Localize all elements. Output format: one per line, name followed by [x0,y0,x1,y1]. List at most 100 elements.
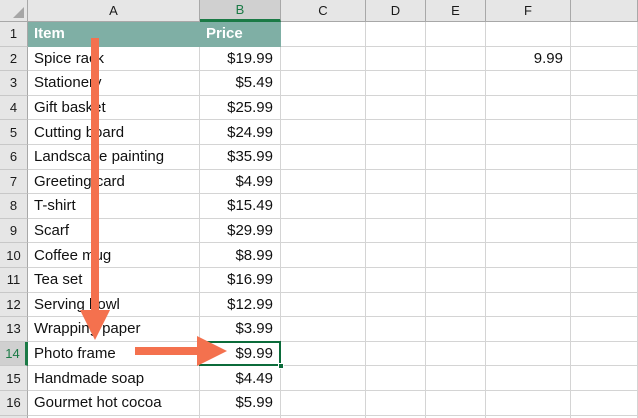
column-header-b[interactable]: B [200,0,281,22]
cell-f2[interactable]: 9.99 [486,46,571,72]
cell-e16[interactable] [426,390,486,416]
cell-b10[interactable]: $8.99 [200,243,281,268]
cell-e14[interactable] [426,341,486,367]
cell-d14[interactable] [366,341,426,367]
cell-g13[interactable] [571,317,638,342]
column-header-c[interactable]: C [281,0,366,22]
row-header-10[interactable]: 10 [0,243,28,268]
cell-d7[interactable] [366,169,426,195]
cell-f3[interactable] [486,71,571,96]
row-header-2[interactable]: 2 [0,46,28,72]
column-header-d[interactable]: D [366,0,426,22]
cell-b16[interactable]: $5.99 [200,390,281,416]
cell-d15[interactable] [366,366,426,391]
row-header-16[interactable]: 16 [0,390,28,416]
cell-f16[interactable] [486,390,571,416]
column-header-f[interactable]: F [486,0,571,22]
row-header-5[interactable]: 5 [0,120,28,145]
cell-c3[interactable] [281,71,366,96]
cell-c6[interactable] [281,144,366,170]
cell-d6[interactable] [366,144,426,170]
cell-b9[interactable]: $29.99 [200,218,281,244]
cell-a4[interactable]: Gift basket [28,95,200,121]
cell-a5[interactable]: Cutting board [28,120,200,145]
cell-f6[interactable] [486,144,571,170]
cell-b12[interactable]: $12.99 [200,292,281,318]
cell-a15[interactable]: Handmade soap [28,366,200,391]
cell-f8[interactable] [486,194,571,219]
cell-b2[interactable]: $19.99 [200,46,281,72]
cell-c13[interactable] [281,317,366,342]
row-header-6[interactable]: 6 [0,144,28,170]
cell-row17-partial[interactable] [281,415,366,418]
cell-d8[interactable] [366,194,426,219]
cell-c12[interactable] [281,292,366,318]
column-header-e[interactable]: E [426,0,486,22]
cell-row17-partial[interactable] [426,415,486,418]
cell-f1[interactable] [486,22,571,47]
cell-c10[interactable] [281,243,366,268]
cell-d13[interactable] [366,317,426,342]
cell-d12[interactable] [366,292,426,318]
cell-c5[interactable] [281,120,366,145]
cell-g5[interactable] [571,120,638,145]
cell-g7[interactable] [571,169,638,195]
cell-g11[interactable] [571,267,638,293]
row-header-17-partial[interactable] [0,415,28,418]
row-header-4[interactable]: 4 [0,95,28,121]
cell-e13[interactable] [426,317,486,342]
cell-a10[interactable]: Coffee mug [28,243,200,268]
cell-c4[interactable] [281,95,366,121]
cell-e5[interactable] [426,120,486,145]
cell-f7[interactable] [486,169,571,195]
cell-d10[interactable] [366,243,426,268]
cell-b3[interactable]: $5.49 [200,71,281,96]
cell-f12[interactable] [486,292,571,318]
row-header-9[interactable]: 9 [0,218,28,244]
cell-f14[interactable] [486,341,571,367]
cell-c7[interactable] [281,169,366,195]
table-column-header-price[interactable]: Price [200,22,281,47]
cell-a7[interactable]: Greeting card [28,169,200,195]
cell-b13[interactable]: $3.99 [200,317,281,342]
row-header-1[interactable]: 1 [0,22,28,47]
cell-g9[interactable] [571,218,638,244]
cell-b7[interactable]: $4.99 [200,169,281,195]
cell-b6[interactable]: $35.99 [200,144,281,170]
cell-e11[interactable] [426,267,486,293]
cell-g10[interactable] [571,243,638,268]
cell-a12[interactable]: Serving bowl [28,292,200,318]
cell-c9[interactable] [281,218,366,244]
cell-row17-partial[interactable] [28,415,200,418]
cell-g2[interactable] [571,46,638,72]
cell-a14[interactable]: Photo frame [28,341,200,367]
cell-c8[interactable] [281,194,366,219]
cell-e1[interactable] [426,22,486,47]
cell-b15[interactable]: $4.49 [200,366,281,391]
cell-f10[interactable] [486,243,571,268]
row-header-14[interactable]: 14 [0,341,28,367]
column-header-a[interactable]: A [28,0,200,22]
cell-f4[interactable] [486,95,571,121]
cell-e2[interactable] [426,46,486,72]
cell-d1[interactable] [366,22,426,47]
row-header-15[interactable]: 15 [0,366,28,391]
cell-e9[interactable] [426,218,486,244]
cell-g8[interactable] [571,194,638,219]
cell-g12[interactable] [571,292,638,318]
cell-f13[interactable] [486,317,571,342]
cell-row17-partial[interactable] [486,415,571,418]
select-all-corner[interactable] [0,0,28,22]
cell-a13[interactable]: Wrapping paper [28,317,200,342]
cell-g4[interactable] [571,95,638,121]
cell-g15[interactable] [571,366,638,391]
cell-a2[interactable]: Spice rack [28,46,200,72]
cell-b11[interactable]: $16.99 [200,267,281,293]
cell-f15[interactable] [486,366,571,391]
table-column-header-item[interactable]: Item [28,22,200,47]
cell-row17-partial[interactable] [366,415,426,418]
cell-d11[interactable] [366,267,426,293]
cell-a11[interactable]: Tea set [28,267,200,293]
